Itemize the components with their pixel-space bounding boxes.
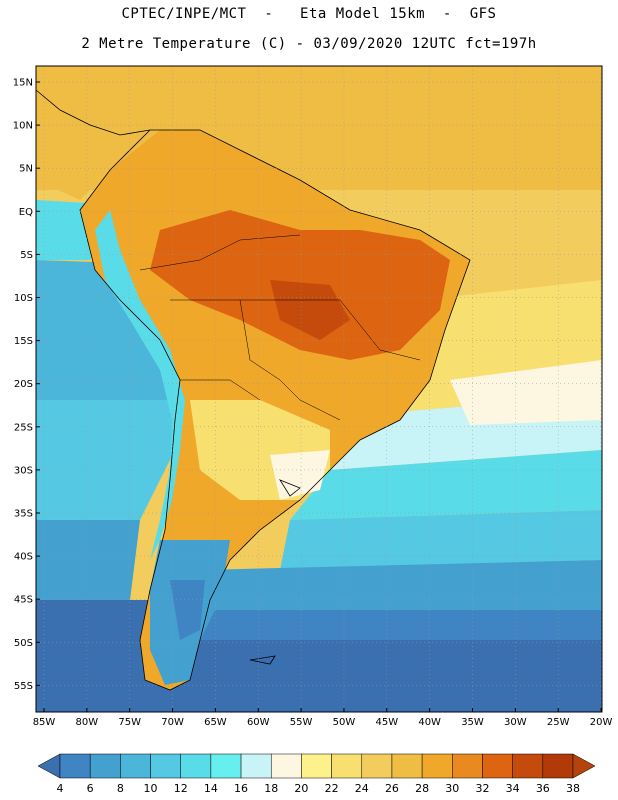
colorbar-label: 4 [57,782,64,795]
colorbar-swatch [89,753,121,779]
longitude-labels: 85W 80W 75W 70W 65W 60W 55W 50W 45W 40W 35W 30W 25W 2… [33,708,613,728]
colorbar-swatch [301,753,332,779]
lon-label: 85W [33,717,56,728]
colorbar-swatch [180,753,212,779]
colorbar-swatch [391,753,423,779]
colorbar: 4 6 8 10 12 14 16 18 20 22 24 26 28 30 32 34 36 38 [37,753,596,795]
lon-label: 80W [76,717,99,728]
lat-label: 20S [14,379,33,390]
colorbar-label: 20 [294,782,308,795]
borders [139,234,421,421]
colorbar-swatch [361,753,393,779]
coastlines [35,89,471,691]
lon-label: 30W [504,717,527,728]
colorbar-label: 18 [264,782,278,795]
colorbar-label: 8 [117,782,124,795]
title-line-2: 2 Metre Temperature (C) - 03/09/2020 12U… [81,36,537,52]
lat-label: 30S [14,465,33,476]
lat-label: 15S [14,336,33,347]
lon-label: 70W [161,717,184,728]
colorbar-swatch [120,753,151,779]
lon-label: 25W [547,717,570,728]
lat-label: 5S [20,250,33,261]
colorbar-swatch [512,753,544,779]
colorbar-label: 36 [536,782,550,795]
colorbar-swatch [421,753,453,779]
lon-label: 35W [461,717,484,728]
colorbar-label: 12 [174,782,188,795]
colorbar-high-arrow [572,753,596,779]
colorbar-label: 28 [415,782,429,795]
latitude-labels: 15N 10N 5N EQ 5S 10S 15S 20S 25S 30S 35S 40S 45S 50S 5… [13,78,40,692]
colorbar-low-arrow [37,753,61,779]
lat-label: 50S [14,638,33,649]
lon-label: 45W [375,717,398,728]
lat-label: 55S [14,681,33,692]
colorbar-swatch [452,753,483,779]
lat-label: 25S [14,422,33,433]
lon-label: 20W [590,717,613,728]
colorbar-label: 38 [566,782,580,795]
lat-label: 15N [13,78,33,89]
lat-label: 45S [14,595,33,606]
colorbar-swatch [210,753,242,779]
colorbar-label: 34 [506,782,520,795]
lat-label: 35S [14,509,33,520]
colorbar-swatch [150,753,181,779]
colorbar-label: 24 [355,782,369,795]
colorbar-label: 22 [325,782,339,795]
lat-label: EQ [19,207,33,218]
plot-frame [35,65,603,713]
colorbar-label: 30 [445,782,459,795]
title-line-1: CPTEC/INPE/MCT - Eta Model 15km - GFS [121,6,497,22]
lon-label: 40W [418,717,441,728]
lon-label: 50W [333,717,356,728]
colorbar-swatch [59,753,91,779]
lat-label: 10S [14,293,33,304]
colorbar-swatch [542,753,574,779]
colorbar-swatch [331,753,363,779]
lat-label: 5N [19,164,33,175]
colorbar-label: 16 [234,782,248,795]
colorbar-label: 32 [475,782,489,795]
lon-label: 65W [204,717,227,728]
colorbar-label: 10 [144,782,158,795]
lat-label: 10N [13,121,33,132]
lon-label: 55W [290,717,313,728]
lat-label: 40S [14,552,33,563]
colorbar-label: 6 [87,782,94,795]
lon-label: 75W [118,717,141,728]
lon-label: 60W [247,717,270,728]
colorbar-swatch [270,753,302,779]
colorbar-label: 26 [385,782,399,795]
colorbar-swatch [482,753,513,779]
colorbar-swatch [240,753,272,779]
colorbar-label: 14 [204,782,218,795]
